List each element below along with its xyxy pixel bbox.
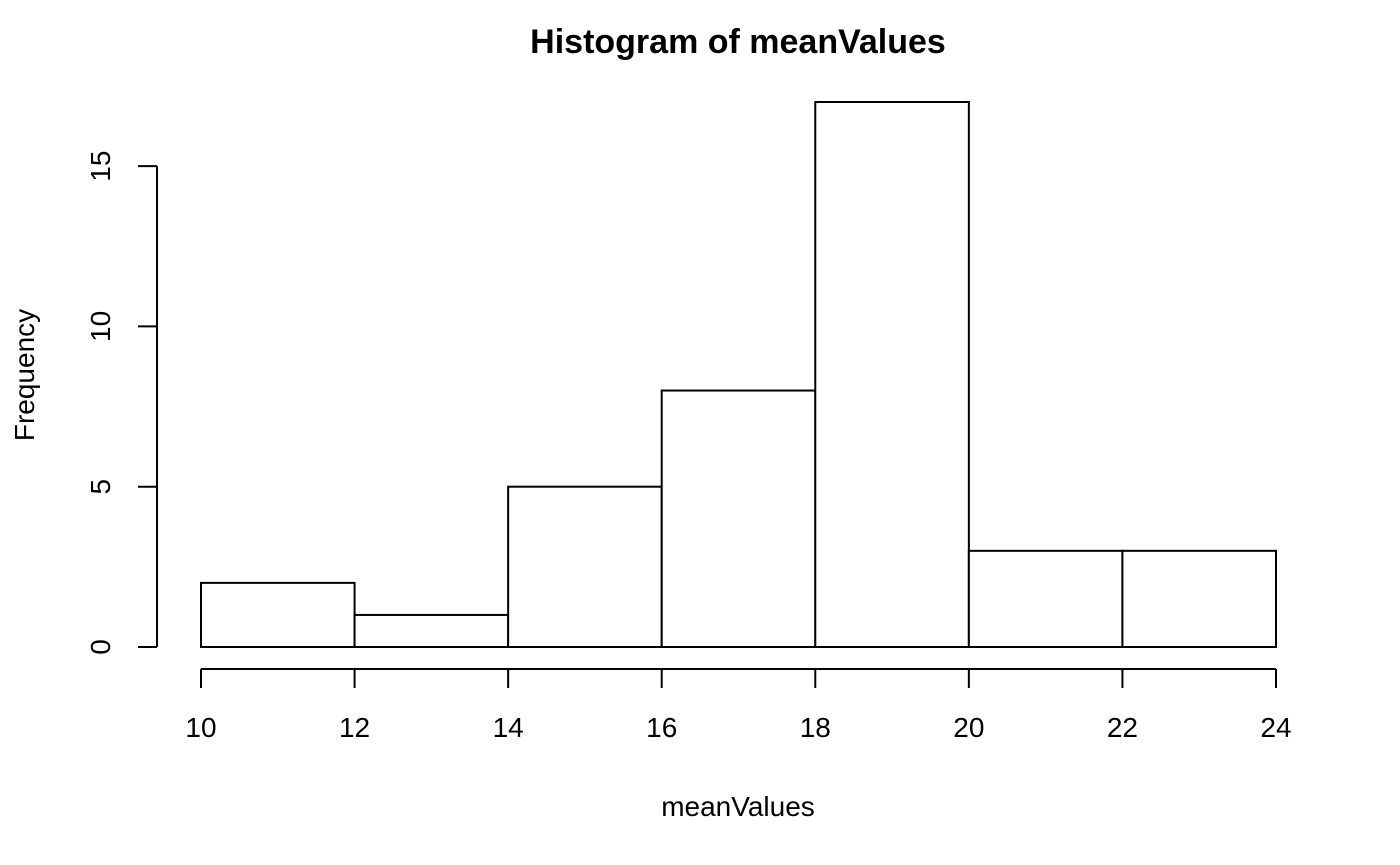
x-tick-label: 24 xyxy=(1260,712,1291,743)
y-tick-label: 5 xyxy=(85,479,116,495)
x-axis: 10 12 14 16 18 20 22 24 xyxy=(185,668,1292,743)
x-tick-label: 18 xyxy=(800,712,831,743)
histogram-bar xyxy=(353,613,510,648)
x-axis-title: meanValues xyxy=(661,791,815,822)
x-tick-label: 22 xyxy=(1107,712,1138,743)
x-tick-label: 10 xyxy=(185,712,216,743)
y-tick-label: 15 xyxy=(85,151,116,182)
x-tick-label: 14 xyxy=(493,712,524,743)
x-tick-label: 12 xyxy=(339,712,370,743)
x-tick-label: 16 xyxy=(646,712,677,743)
histogram-bar xyxy=(814,101,970,648)
x-tick-label: 20 xyxy=(953,712,984,743)
chart-title: Histogram of meanValues xyxy=(530,23,946,61)
y-tick-label: 10 xyxy=(85,311,116,342)
histogram-bar xyxy=(507,485,663,648)
histogram-bar xyxy=(200,581,356,648)
bars-group xyxy=(200,101,1278,649)
histogram-bar xyxy=(1121,549,1278,649)
y-axis: 0 5 10 15 xyxy=(85,151,158,655)
y-tick-label: 0 xyxy=(85,639,116,655)
histogram-bar xyxy=(660,389,817,648)
y-axis-title: Frequency xyxy=(9,309,40,441)
histogram-bar xyxy=(967,549,1124,649)
